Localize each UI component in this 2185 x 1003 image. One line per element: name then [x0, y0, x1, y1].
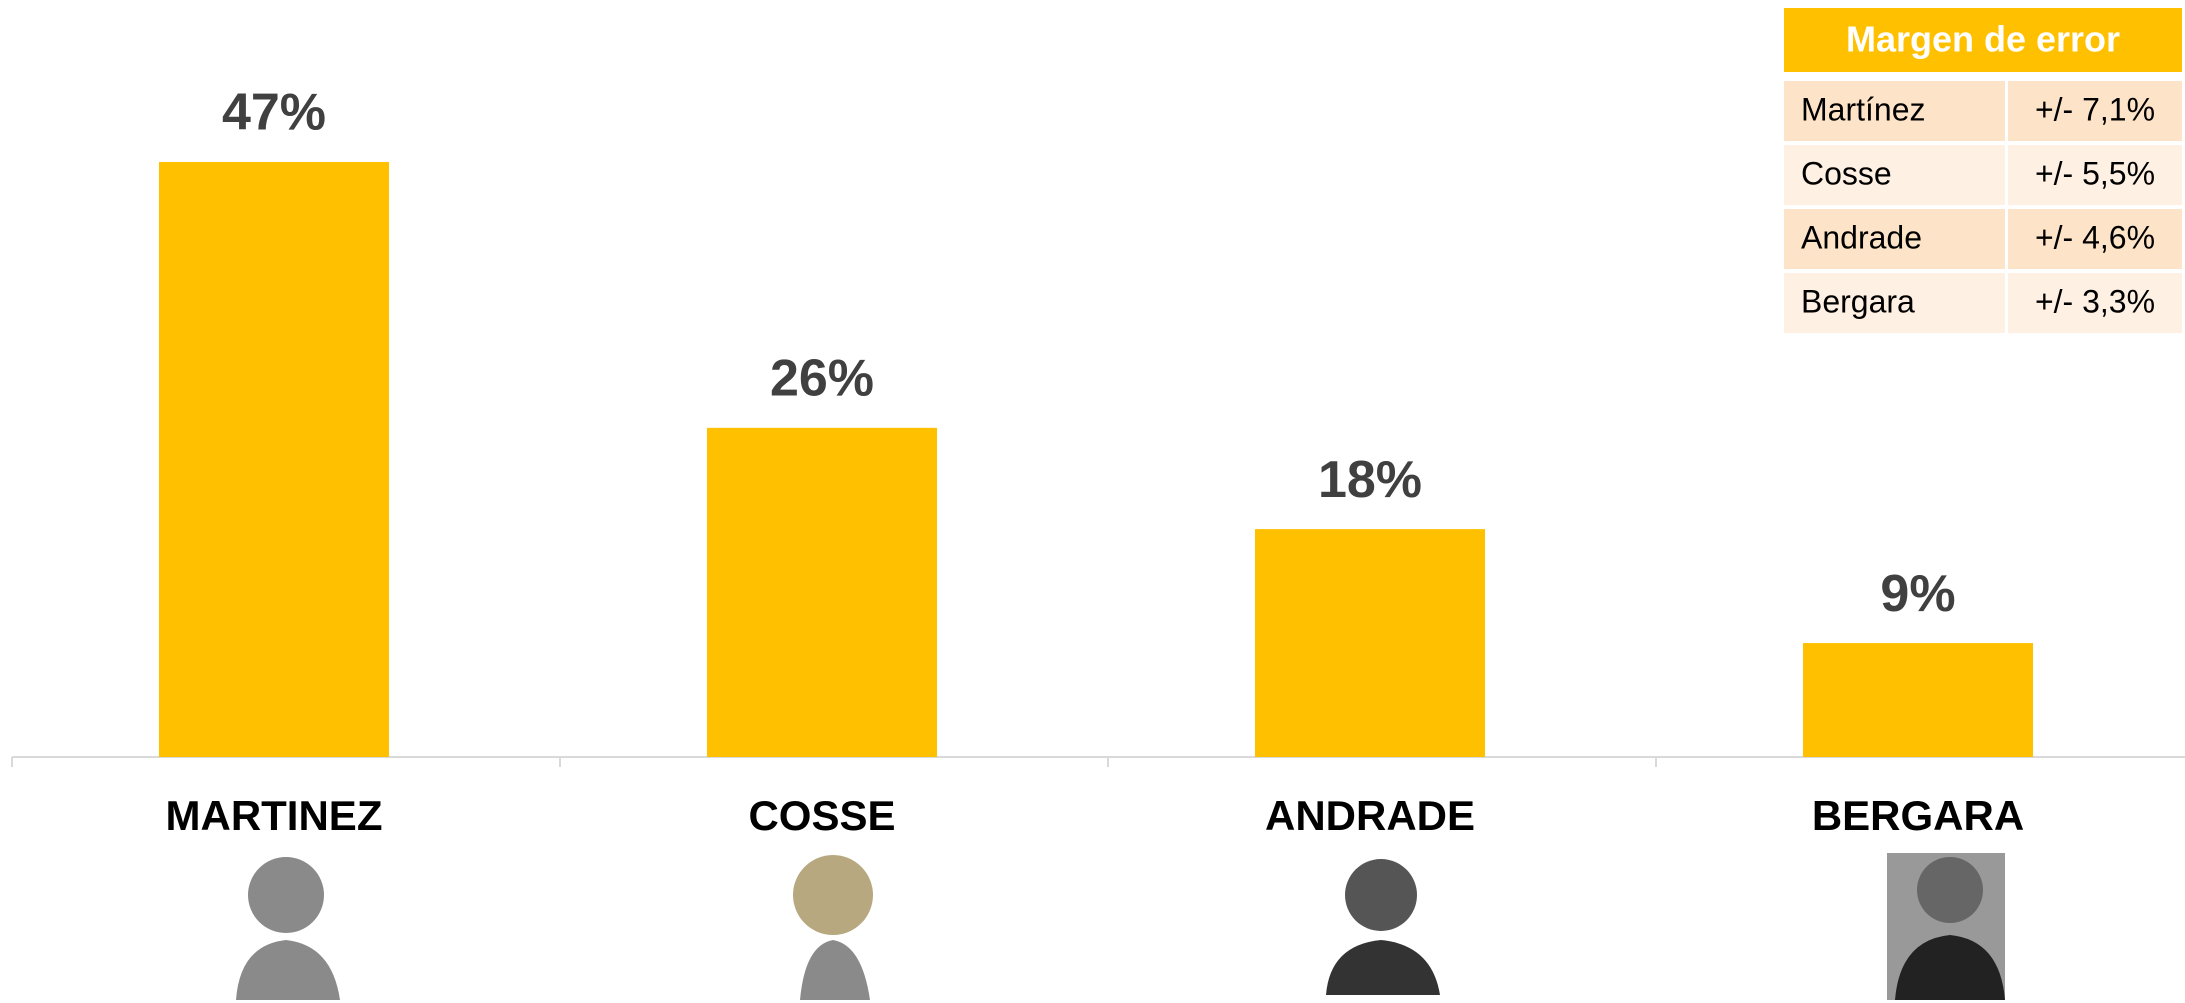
value-label: 47% — [222, 84, 326, 142]
category-label: MARTINEZ — [166, 792, 383, 839]
table-title: Margen de error — [1846, 19, 2120, 60]
table-cell — [2008, 145, 2182, 205]
bar — [1803, 643, 2033, 757]
table-text: +/- 3,3% — [2035, 283, 2155, 319]
table-cell — [1784, 145, 2005, 205]
table-cell — [2008, 209, 2182, 269]
table-cell — [1784, 209, 2005, 269]
table-text: Bergara — [1801, 283, 1915, 319]
bar — [707, 427, 937, 757]
table-text: Andrade — [1801, 219, 1922, 255]
category-label: ANDRADE — [1265, 792, 1475, 839]
photos — [236, 853, 2005, 1000]
category-label: BERGARA — [1812, 792, 2024, 839]
table-header — [1784, 8, 2182, 72]
table-text: +/- 7,1% — [2035, 91, 2155, 127]
table-cell — [2008, 273, 2182, 333]
value-label: 18% — [1318, 451, 1422, 509]
bar — [1255, 529, 1485, 757]
category-label: COSSE — [748, 792, 895, 839]
value-label: 26% — [770, 350, 874, 408]
photo — [793, 855, 873, 1000]
table-text: Martínez — [1801, 91, 1925, 127]
table-text: Cosse — [1801, 155, 1892, 191]
table-cell — [1784, 81, 2005, 141]
bar — [159, 161, 389, 758]
table-cell — [2008, 81, 2182, 141]
photo — [1326, 859, 1440, 995]
table-text: +/- 5,5% — [2035, 155, 2155, 191]
table-text: +/- 4,6% — [2035, 219, 2155, 255]
table-cell — [1784, 273, 2005, 333]
photo — [236, 857, 340, 1000]
value-label: 9% — [1880, 565, 1955, 623]
error-table: Margen de error Martínez +/- 7,1% Cosse +/-… — [1784, 8, 2182, 333]
photo — [1887, 853, 2005, 1000]
